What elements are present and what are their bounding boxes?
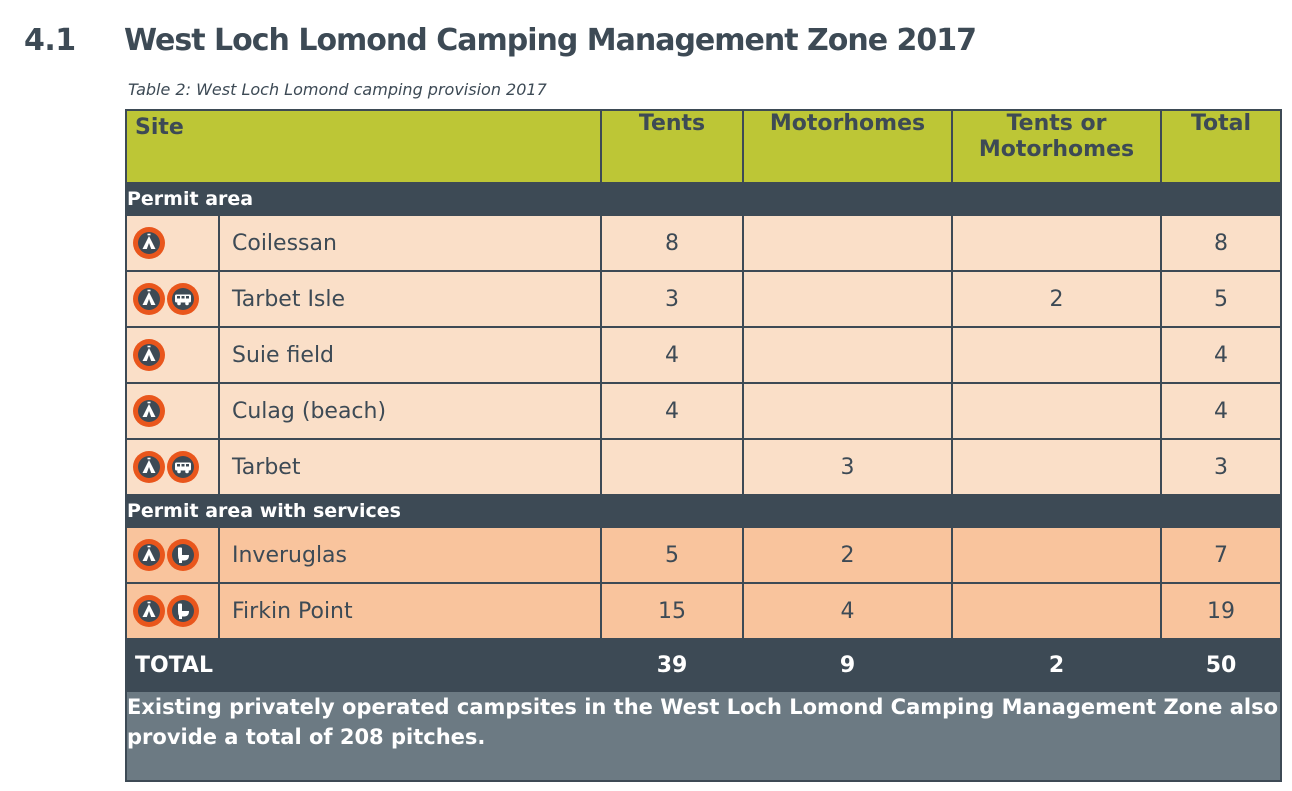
motorhomes-cell: 2 — [742, 526, 954, 584]
note-text: Existing privately operated campsites in… — [124, 690, 1283, 782]
site-icons-cell — [125, 526, 220, 584]
section-row: Permit area with services — [124, 494, 1283, 528]
site-name: Firkin Point — [217, 582, 603, 640]
table-row: Firkin Point 15 4 19 — [125, 582, 1283, 640]
site-name: Coilessan — [217, 214, 603, 272]
header-site: Site — [124, 109, 603, 184]
tent-icon — [133, 339, 165, 371]
tent-icon — [133, 283, 165, 315]
motorhomes-cell — [742, 382, 954, 440]
table-row: Inveruglas 5 2 7 — [125, 526, 1283, 584]
site-name: Tarbet Isle — [217, 270, 603, 328]
total-row: TOTAL 39 9 2 50 — [124, 638, 1283, 692]
motorhomes-cell — [742, 326, 954, 384]
table-row: Tarbet Isle 3 2 5 — [125, 270, 1283, 328]
section-label: Permit area with services — [124, 494, 1283, 528]
tents-cell: 5 — [600, 526, 745, 584]
motorhomes-cell — [742, 214, 954, 272]
total-cell: 5 — [1160, 270, 1283, 328]
header-tents: Tents — [600, 109, 745, 184]
total-cell: 8 — [1160, 214, 1283, 272]
site-name: Suie field — [217, 326, 603, 384]
site-name: Culag (beach) — [217, 382, 603, 440]
total-tents: 39 — [600, 638, 745, 692]
tents-cell — [600, 438, 745, 496]
header-tents-or-line2: Motorhomes — [978, 137, 1135, 162]
section-row: Permit area — [124, 182, 1283, 216]
header-total: Total — [1160, 109, 1283, 184]
tents-cell: 8 — [600, 214, 745, 272]
section-title: West Loch Lomond Camping Management Zone… — [124, 22, 977, 58]
table-row: Tarbet 3 3 — [125, 438, 1283, 496]
table-row: Suie field 4 4 — [125, 326, 1283, 384]
tents-or-motorhomes-cell — [951, 438, 1163, 496]
total-cell: 4 — [1160, 326, 1283, 384]
total-either: 2 — [951, 638, 1163, 692]
tent-icon — [133, 539, 165, 571]
total-cell: 7 — [1160, 526, 1283, 584]
table-caption: Table 2: West Loch Lomond camping provis… — [128, 80, 547, 99]
section-heading: 4.1 West Loch Lomond Camping Management … — [24, 18, 977, 62]
total-cell: 19 — [1160, 582, 1283, 640]
site-name: Inveruglas — [217, 526, 603, 584]
motorhomes-cell — [742, 270, 954, 328]
motorhomes-cell: 4 — [742, 582, 954, 640]
total-motorhomes: 9 — [742, 638, 954, 692]
tents-or-motorhomes-cell — [951, 326, 1163, 384]
header-tents-or-motorhomes: Tents or Motorhomes — [951, 109, 1163, 184]
section-number: 4.1 — [24, 22, 76, 58]
header-motorhomes: Motorhomes — [742, 109, 954, 184]
tents-cell: 3 — [600, 270, 745, 328]
tents-or-motorhomes-cell — [951, 382, 1163, 440]
tent-icon — [133, 395, 165, 427]
toilet-icon — [167, 539, 199, 571]
site-icons-cell — [125, 438, 220, 496]
tents-cell: 4 — [600, 326, 745, 384]
site-icons-cell — [125, 326, 220, 384]
table-body: Site Tents Motorhomes Tents or Motorhomes… — [124, 109, 1283, 782]
tent-icon — [133, 227, 165, 259]
tents-or-motorhomes-cell — [951, 526, 1163, 584]
tents-cell: 4 — [600, 382, 745, 440]
toilet-icon — [167, 595, 199, 627]
camping-provision-table: Site Tents Motorhomes Tents or Motorhomes… — [124, 109, 1283, 782]
tent-icon — [133, 451, 165, 483]
header-row: Site Tents Motorhomes Tents or Motorhomes… — [124, 109, 1283, 184]
site-icons-cell — [125, 270, 220, 328]
motorhome-icon — [167, 283, 199, 315]
site-icons-cell — [125, 214, 220, 272]
note-row: Existing privately operated campsites in… — [124, 690, 1283, 782]
site-icons-cell — [125, 582, 220, 640]
total-total: 50 — [1160, 638, 1283, 692]
tents-or-motorhomes-cell: 2 — [951, 270, 1163, 328]
tent-icon — [133, 595, 165, 627]
total-cell: 4 — [1160, 382, 1283, 440]
header-tents-or-line1: Tents or — [1006, 111, 1107, 136]
site-name: Tarbet — [217, 438, 603, 496]
section-label: Permit area — [124, 182, 1283, 216]
motorhomes-cell: 3 — [742, 438, 954, 496]
tents-cell: 15 — [600, 582, 745, 640]
site-icons-cell — [125, 382, 220, 440]
table-row: Coilessan 8 8 — [125, 214, 1283, 272]
table-row: Culag (beach) 4 4 — [125, 382, 1283, 440]
tents-or-motorhomes-cell — [951, 214, 1163, 272]
motorhome-icon — [167, 451, 199, 483]
tents-or-motorhomes-cell — [951, 582, 1163, 640]
total-label: TOTAL — [124, 638, 603, 692]
total-cell: 3 — [1160, 438, 1283, 496]
